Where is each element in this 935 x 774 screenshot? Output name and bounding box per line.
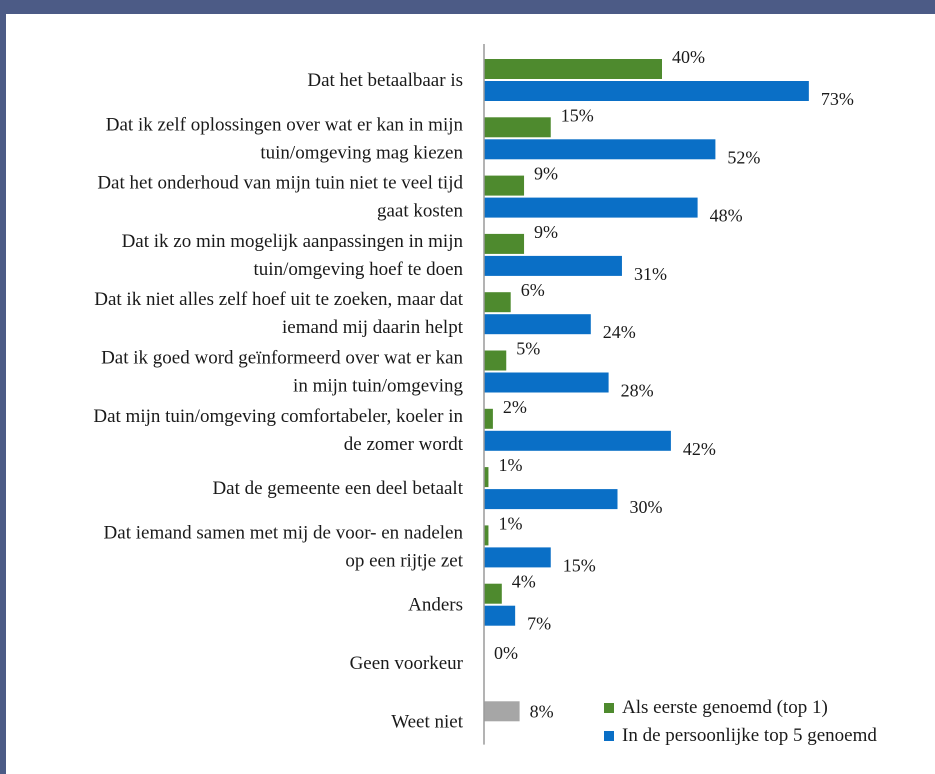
category-label: Dat ik niet alles zelf hoef uit te zoeke… <box>94 289 463 338</box>
category-label: Dat mijn tuin/omgeving comfortabeler, ko… <box>93 406 463 455</box>
bar-top1 <box>484 59 662 79</box>
category-label-line: iemand mij daarin helpt <box>282 317 464 338</box>
value-label: 4% <box>512 572 536 592</box>
value-label: 1% <box>498 513 522 533</box>
category-label-line: op een rijtje zet <box>345 550 463 571</box>
legend-swatch-top5 <box>604 731 614 741</box>
category-label-line: Anders <box>408 595 463 616</box>
value-label: 0% <box>494 643 518 663</box>
bar-top5 <box>484 314 591 335</box>
bar-top5 <box>484 430 671 451</box>
bar-top1 <box>484 233 525 254</box>
value-label: 40% <box>672 47 705 67</box>
category-label-line: Dat de gemeente een deel betaalt <box>212 478 463 499</box>
value-label: 24% <box>603 322 636 342</box>
category-labels: Dat het betaalbaar is Dat ik zelf oplossi… <box>93 70 463 732</box>
bar-top5 <box>484 489 618 510</box>
value-label: 28% <box>621 381 654 401</box>
category-label: Dat het onderhoud van mijn tuin niet te … <box>97 173 463 222</box>
value-label: 5% <box>516 339 540 359</box>
category-label-line: tuin/omgeving hoef te doen <box>254 259 464 280</box>
bar-top1 <box>484 175 525 196</box>
category-label-line: Dat ik goed word geïnformeerd over wat e… <box>101 348 463 369</box>
value-label: 2% <box>503 397 527 417</box>
value-label: 48% <box>710 206 743 226</box>
bar-single <box>484 701 520 722</box>
value-label: 1% <box>498 455 522 475</box>
category-label: Weet niet <box>391 711 464 732</box>
bar-top5 <box>484 605 516 626</box>
value-label: 15% <box>563 555 596 575</box>
bar-top1 <box>484 525 489 546</box>
bar-top1 <box>484 583 502 604</box>
legend-label-top1: Als eerste genoemd (top 1) <box>622 697 828 718</box>
bar-top5 <box>484 139 716 160</box>
category-label: Anders <box>408 595 463 616</box>
category-label: Dat ik goed word geïnformeerd over wat e… <box>101 348 463 397</box>
bar-top1 <box>484 350 507 371</box>
bar-top5 <box>484 255 622 276</box>
category-label: Dat het betaalbaar is <box>307 70 463 91</box>
value-label: 8% <box>530 701 554 721</box>
bar-top5 <box>484 547 551 568</box>
category-label: Dat de gemeente een deel betaalt <box>212 478 463 499</box>
value-label: 73% <box>821 89 854 109</box>
category-label-line: Dat het onderhoud van mijn tuin niet te … <box>97 173 463 194</box>
bars <box>484 59 809 722</box>
legend: Als eerste genoemd (top 1) In de persoon… <box>604 697 877 746</box>
value-label: 42% <box>683 439 716 459</box>
horizontal-bar-chart: Dat het betaalbaar is Dat ik zelf oplossi… <box>93 44 877 746</box>
category-label-line: Dat ik niet alles zelf hoef uit te zoeke… <box>94 289 463 310</box>
category-label: Geen voorkeur <box>350 653 464 674</box>
legend-item-top1: Als eerste genoemd (top 1) <box>604 697 828 718</box>
category-label-line: Weet niet <box>391 711 464 732</box>
value-labels: 40% 73% 15% 52% 9% 48% 9% 31% 6% 24% 5% 28% 2% 42% 1% 3… <box>494 47 854 721</box>
category-label: Dat iemand samen met mij de voor- en nad… <box>104 522 464 571</box>
value-label: 52% <box>727 147 760 167</box>
bar-top1 <box>484 467 489 488</box>
bar-top1 <box>484 292 511 313</box>
bar-top5 <box>484 372 609 393</box>
category-label-line: de zomer wordt <box>344 434 464 455</box>
category-label-line: Dat het betaalbaar is <box>307 70 463 91</box>
legend-item-top5: In de persoonlijke top 5 genoemd <box>604 725 877 746</box>
bar-top5 <box>484 197 698 218</box>
category-label-line: in mijn tuin/omgeving <box>293 376 463 397</box>
category-label-line: Dat ik zelf oplossingen over wat er kan … <box>106 114 464 135</box>
bar-top5 <box>484 81 809 101</box>
category-label-line: Dat ik zo min mogelijk aanpassingen in m… <box>122 231 464 252</box>
category-label-line: tuin/omgeving mag kiezen <box>260 142 463 163</box>
category-label-line: Dat iemand samen met mij de voor- en nad… <box>104 522 464 543</box>
category-label-line: Dat mijn tuin/omgeving comfortabeler, ko… <box>93 406 463 427</box>
legend-label-top5: In de persoonlijke top 5 genoemd <box>622 725 877 746</box>
category-label-line: gaat kosten <box>377 201 464 222</box>
value-label: 7% <box>527 614 551 634</box>
category-label-line: Geen voorkeur <box>350 653 464 674</box>
category-label: Dat ik zelf oplossingen over wat er kan … <box>106 114 464 163</box>
bar-top1 <box>484 408 493 429</box>
bar-top1 <box>484 117 551 138</box>
value-label: 6% <box>521 280 545 300</box>
value-label: 30% <box>630 497 663 517</box>
value-label: 31% <box>634 264 667 284</box>
value-label: 9% <box>534 222 558 242</box>
chart-panel: Dat het betaalbaar is Dat ik zelf oplossi… <box>6 14 935 774</box>
legend-swatch-top1 <box>604 703 614 713</box>
category-label: Dat ik zo min mogelijk aanpassingen in m… <box>122 231 464 280</box>
value-label: 9% <box>534 164 558 184</box>
value-label: 15% <box>561 105 594 125</box>
